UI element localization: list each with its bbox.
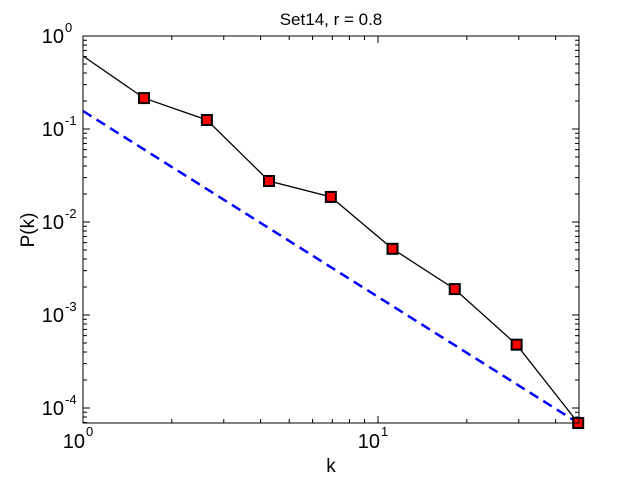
svg-text:-3: -3: [65, 299, 77, 314]
y-tick-label: 10 -3: [42, 299, 77, 327]
svg-text:10: 10: [42, 212, 64, 234]
svg-text:10: 10: [42, 119, 64, 141]
x-tick-label: 10 1: [358, 424, 388, 453]
svg-text:-2: -2: [65, 206, 77, 221]
axes-box: [82, 35, 580, 424]
data-line: [82, 55, 579, 424]
svg-text:10: 10: [42, 26, 64, 48]
data-marker: [510, 338, 523, 351]
data-marker: [386, 242, 399, 255]
y-tick-label: 10 -1: [42, 113, 77, 141]
svg-text:-1: -1: [65, 113, 77, 128]
y-tick-label: 10 -4: [42, 392, 77, 420]
data-marker: [138, 92, 151, 105]
x-axis-label: k: [326, 456, 336, 477]
svg-text:10: 10: [358, 431, 380, 453]
svg-text:0: 0: [86, 424, 93, 439]
y-tick-label: 10 0: [42, 20, 72, 48]
plot-area: [82, 55, 585, 429]
svg-text:0: 0: [65, 20, 72, 35]
data-marker: [448, 283, 461, 296]
x-tick-labels: 10 0 10 1: [63, 424, 389, 453]
data-marker: [200, 113, 213, 126]
svg-text:-4: -4: [65, 392, 77, 407]
data-marker: [262, 175, 275, 188]
svg-text:10: 10: [42, 305, 64, 327]
y-tick-label: 10 -2: [42, 206, 77, 234]
svg-text:10: 10: [42, 398, 64, 420]
fit-line: [82, 109, 579, 425]
chart-title: Set14, r = 0.8: [280, 10, 383, 29]
x-tick-label: 10 0: [63, 424, 93, 453]
svg-text:1: 1: [381, 424, 388, 439]
axis-ticks: [82, 35, 579, 423]
y-axis-label: P(k): [18, 213, 39, 248]
data-marker: [324, 190, 337, 203]
svg-text:10: 10: [63, 431, 85, 453]
